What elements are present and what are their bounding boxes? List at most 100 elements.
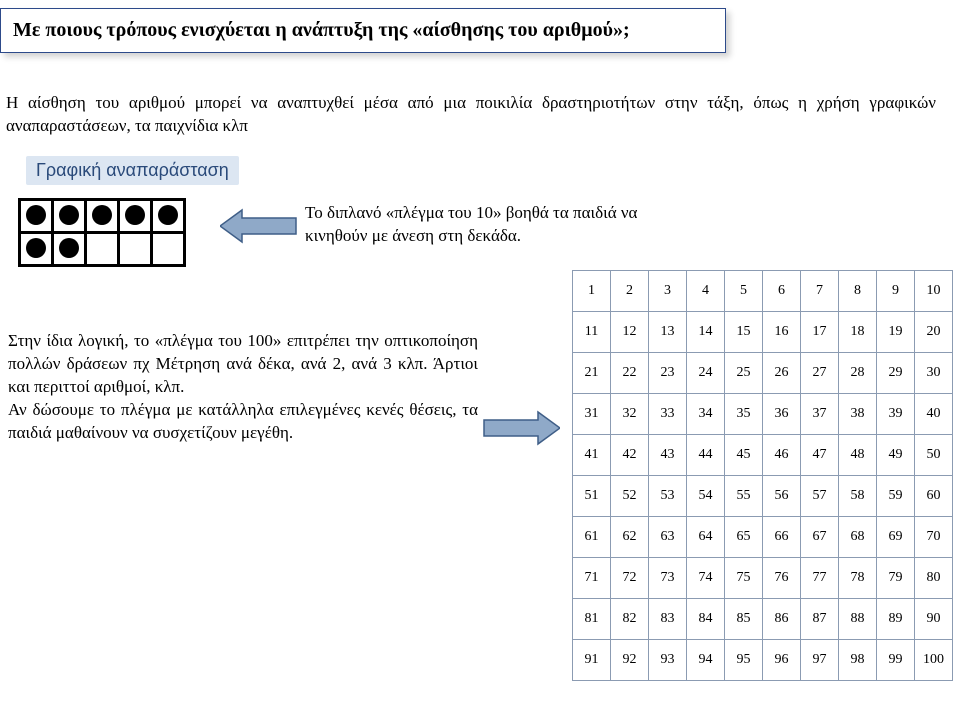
grid100-cell: 44: [687, 435, 725, 476]
grid100-cell: 90: [915, 599, 953, 640]
grid100-cell: 27: [801, 353, 839, 394]
title-box: Με ποιους τρόπους ενισχύεται η ανάπτυξη …: [0, 8, 726, 53]
grid100-cell: 75: [725, 558, 763, 599]
dot-icon: [125, 205, 145, 225]
grid100-cell: 21: [573, 353, 611, 394]
grid100-cell: 84: [687, 599, 725, 640]
grid100-cell: 25: [725, 353, 763, 394]
grid100-cell: 13: [649, 312, 687, 353]
grid10-cell: [20, 200, 53, 233]
dot-icon: [59, 205, 79, 225]
grid100-cell: 46: [763, 435, 801, 476]
grid100-cell: 96: [763, 640, 801, 681]
grid100-cell: 94: [687, 640, 725, 681]
dot-icon: [59, 238, 79, 258]
grid100-cell: 4: [687, 271, 725, 312]
grid100-cell: 51: [573, 476, 611, 517]
grid100-cell: 72: [611, 558, 649, 599]
grid100-cell: 70: [915, 517, 953, 558]
grid100-cell: 1: [573, 271, 611, 312]
grid100-cell: 97: [801, 640, 839, 681]
grid100-cell: 7: [801, 271, 839, 312]
grid100-cell: 39: [877, 394, 915, 435]
grid100-cell: 69: [877, 517, 915, 558]
grid100-cell: 99: [877, 640, 915, 681]
grid100-cell: 81: [573, 599, 611, 640]
grid100-cell: 73: [649, 558, 687, 599]
grid100-cell: 32: [611, 394, 649, 435]
grid100-cell: 82: [611, 599, 649, 640]
grid100-cell: 8: [839, 271, 877, 312]
grid-of-10: [18, 198, 186, 267]
grid100-cell: 9: [877, 271, 915, 312]
grid10-cell: [119, 200, 152, 233]
grid100-cell: 88: [839, 599, 877, 640]
grid100-cell: 33: [649, 394, 687, 435]
grid100-cell: 59: [877, 476, 915, 517]
grid100-cell: 74: [687, 558, 725, 599]
grid100-cell: 60: [915, 476, 953, 517]
grid100-cell: 14: [687, 312, 725, 353]
grid100-cell: 24: [687, 353, 725, 394]
grid100-cell: 37: [801, 394, 839, 435]
grid100-cell: 36: [763, 394, 801, 435]
grid100-cell: 89: [877, 599, 915, 640]
grid100-cell: 22: [611, 353, 649, 394]
grid100-cell: 2: [611, 271, 649, 312]
intro-paragraph: Η αίσθηση του αριθμού μπορεί να αναπτυχθ…: [6, 92, 936, 138]
dot-icon: [92, 205, 112, 225]
grid10-cell: [86, 200, 119, 233]
paragraph-grid100: Στην ίδια λογική, το «πλέγμα του 100» επ…: [8, 330, 478, 445]
grid100-cell: 40: [915, 394, 953, 435]
grid100-cell: 66: [763, 517, 801, 558]
grid100-cell: 15: [725, 312, 763, 353]
grid100-cell: 5: [725, 271, 763, 312]
grid100-cell: 83: [649, 599, 687, 640]
grid100-cell: 20: [915, 312, 953, 353]
grid100-cell: 45: [725, 435, 763, 476]
grid100-cell: 80: [915, 558, 953, 599]
grid100-cell: 76: [763, 558, 801, 599]
grid100-cell: 41: [573, 435, 611, 476]
grid100-cell: 63: [649, 517, 687, 558]
grid100-cell: 35: [725, 394, 763, 435]
grid10-cell: [20, 233, 53, 266]
arrow-right-icon: [482, 408, 560, 453]
arrow-left-icon: [220, 206, 298, 246]
grid100-cell: 55: [725, 476, 763, 517]
grid100-cell: 26: [763, 353, 801, 394]
grid100-cell: 77: [801, 558, 839, 599]
grid100-cell: 71: [573, 558, 611, 599]
grid100-cell: 31: [573, 394, 611, 435]
grid100-cell: 68: [839, 517, 877, 558]
grid100-cell: 19: [877, 312, 915, 353]
grid100-cell: 67: [801, 517, 839, 558]
grid100-cell: 42: [611, 435, 649, 476]
grid100-cell: 91: [573, 640, 611, 681]
grid-of-100: 1234567891011121314151617181920212223242…: [572, 270, 953, 681]
title-text: Με ποιους τρόπους ενισχύεται η ανάπτυξη …: [13, 19, 630, 41]
grid100-cell: 56: [763, 476, 801, 517]
grid100-cell: 48: [839, 435, 877, 476]
grid10-cell: [119, 233, 152, 266]
dot-icon: [158, 205, 178, 225]
grid100-cell: 47: [801, 435, 839, 476]
grid100-cell: 54: [687, 476, 725, 517]
grid100-cell: 79: [877, 558, 915, 599]
grid100-cell: 11: [573, 312, 611, 353]
grid100-cell: 23: [649, 353, 687, 394]
grid100-cell: 50: [915, 435, 953, 476]
grid100-cell: 92: [611, 640, 649, 681]
grid100-cell: 93: [649, 640, 687, 681]
grid100-cell: 17: [801, 312, 839, 353]
grid100-cell: 87: [801, 599, 839, 640]
grid100-cell: 53: [649, 476, 687, 517]
grid100-cell: 6: [763, 271, 801, 312]
grid100-cell: 52: [611, 476, 649, 517]
grid10-cell: [86, 233, 119, 266]
grid100-cell: 100: [915, 640, 953, 681]
grid100-cell: 98: [839, 640, 877, 681]
grid100-cell: 38: [839, 394, 877, 435]
grid100-cell: 12: [611, 312, 649, 353]
caption-grid10: Το διπλανό «πλέγμα του 10» βοηθά τα παιδ…: [305, 202, 685, 248]
